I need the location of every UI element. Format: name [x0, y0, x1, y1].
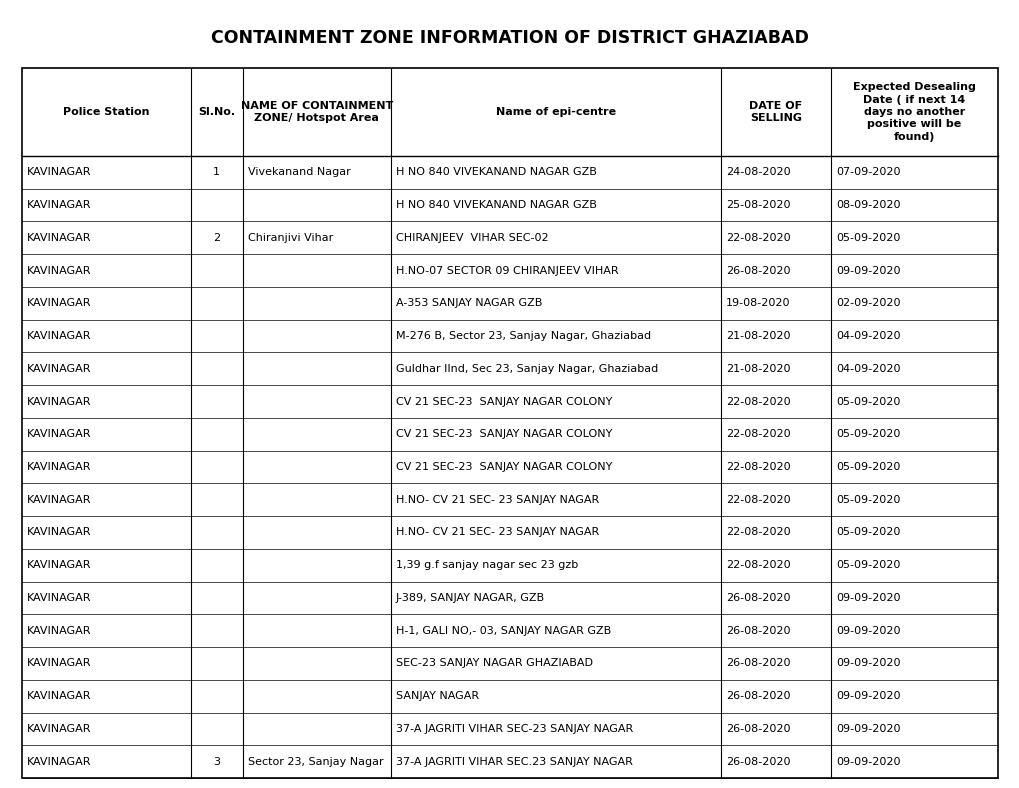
Text: H.NO-07 SECTOR 09 CHIRANJEEV VIHAR: H.NO-07 SECTOR 09 CHIRANJEEV VIHAR: [395, 266, 618, 276]
Text: 05-09-2020: 05-09-2020: [836, 495, 900, 505]
Text: KAVINAGAR: KAVINAGAR: [26, 593, 92, 603]
Text: 37-A JAGRITI VIHAR SEC.23 SANJAY NAGAR: 37-A JAGRITI VIHAR SEC.23 SANJAY NAGAR: [395, 756, 632, 767]
Text: KAVINAGAR: KAVINAGAR: [26, 331, 92, 341]
Text: KAVINAGAR: KAVINAGAR: [26, 626, 92, 636]
Text: 02-09-2020: 02-09-2020: [836, 299, 900, 308]
Text: Chiranjivi Vihar: Chiranjivi Vihar: [248, 232, 332, 243]
Text: 09-09-2020: 09-09-2020: [836, 626, 900, 636]
Text: 09-09-2020: 09-09-2020: [836, 659, 900, 668]
Text: Name of epi-centre: Name of epi-centre: [495, 107, 615, 117]
Text: 1: 1: [213, 167, 220, 177]
Text: NAME OF CONTAINMENT
ZONE/ Hotspot Area: NAME OF CONTAINMENT ZONE/ Hotspot Area: [240, 101, 392, 123]
Text: 05-09-2020: 05-09-2020: [836, 560, 900, 571]
Text: 05-09-2020: 05-09-2020: [836, 232, 900, 243]
Text: 07-09-2020: 07-09-2020: [836, 167, 900, 177]
Text: 26-08-2020: 26-08-2020: [726, 756, 790, 767]
Text: KAVINAGAR: KAVINAGAR: [26, 756, 92, 767]
Text: CV 21 SEC-23  SANJAY NAGAR COLONY: CV 21 SEC-23 SANJAY NAGAR COLONY: [395, 429, 611, 439]
Text: Guldhar IInd, Sec 23, Sanjay Nagar, Ghaziabad: Guldhar IInd, Sec 23, Sanjay Nagar, Ghaz…: [395, 364, 657, 374]
Text: Police Station: Police Station: [63, 107, 150, 117]
Text: 22-08-2020: 22-08-2020: [726, 429, 790, 439]
Text: CV 21 SEC-23  SANJAY NAGAR COLONY: CV 21 SEC-23 SANJAY NAGAR COLONY: [395, 462, 611, 472]
Text: 05-09-2020: 05-09-2020: [836, 396, 900, 407]
Text: 26-08-2020: 26-08-2020: [726, 626, 790, 636]
Text: KAVINAGAR: KAVINAGAR: [26, 560, 92, 571]
Text: KAVINAGAR: KAVINAGAR: [26, 299, 92, 308]
Text: H.NO- CV 21 SEC- 23 SANJAY NAGAR: H.NO- CV 21 SEC- 23 SANJAY NAGAR: [395, 527, 598, 537]
Text: KAVINAGAR: KAVINAGAR: [26, 724, 92, 734]
Text: H NO 840 VIVEKANAND NAGAR GZB: H NO 840 VIVEKANAND NAGAR GZB: [395, 167, 596, 177]
Text: Vivekanand Nagar: Vivekanand Nagar: [248, 167, 350, 177]
Text: CHIRANJEEV  VIHAR SEC-02: CHIRANJEEV VIHAR SEC-02: [395, 232, 548, 243]
Text: H-1, GALI NO,- 03, SANJAY NAGAR GZB: H-1, GALI NO,- 03, SANJAY NAGAR GZB: [395, 626, 610, 636]
Text: 19-08-2020: 19-08-2020: [726, 299, 790, 308]
Text: 21-08-2020: 21-08-2020: [726, 364, 790, 374]
Text: Sl.No.: Sl.No.: [198, 107, 235, 117]
Text: 05-09-2020: 05-09-2020: [836, 462, 900, 472]
Text: 1,39 g.f sanjay nagar sec 23 gzb: 1,39 g.f sanjay nagar sec 23 gzb: [395, 560, 578, 571]
Text: 21-08-2020: 21-08-2020: [726, 331, 790, 341]
Text: 26-08-2020: 26-08-2020: [726, 266, 790, 276]
Text: 25-08-2020: 25-08-2020: [726, 200, 790, 210]
Text: KAVINAGAR: KAVINAGAR: [26, 364, 92, 374]
Text: KAVINAGAR: KAVINAGAR: [26, 396, 92, 407]
Text: 22-08-2020: 22-08-2020: [726, 462, 790, 472]
Text: 24-08-2020: 24-08-2020: [726, 167, 790, 177]
Text: 05-09-2020: 05-09-2020: [836, 429, 900, 439]
Text: J-389, SANJAY NAGAR, GZB: J-389, SANJAY NAGAR, GZB: [395, 593, 544, 603]
Text: 09-09-2020: 09-09-2020: [836, 756, 900, 767]
Text: 22-08-2020: 22-08-2020: [726, 527, 790, 537]
Text: DATE OF
SELLING: DATE OF SELLING: [749, 101, 802, 123]
Text: KAVINAGAR: KAVINAGAR: [26, 462, 92, 472]
Text: H.NO- CV 21 SEC- 23 SANJAY NAGAR: H.NO- CV 21 SEC- 23 SANJAY NAGAR: [395, 495, 598, 505]
Text: 26-08-2020: 26-08-2020: [726, 659, 790, 668]
Text: 22-08-2020: 22-08-2020: [726, 560, 790, 571]
Text: 26-08-2020: 26-08-2020: [726, 691, 790, 701]
Text: KAVINAGAR: KAVINAGAR: [26, 691, 92, 701]
Text: 09-09-2020: 09-09-2020: [836, 691, 900, 701]
Text: H NO 840 VIVEKANAND NAGAR GZB: H NO 840 VIVEKANAND NAGAR GZB: [395, 200, 596, 210]
Text: 08-09-2020: 08-09-2020: [836, 200, 900, 210]
Text: 04-09-2020: 04-09-2020: [836, 331, 900, 341]
Text: KAVINAGAR: KAVINAGAR: [26, 266, 92, 276]
Text: KAVINAGAR: KAVINAGAR: [26, 527, 92, 537]
Text: 22-08-2020: 22-08-2020: [726, 396, 790, 407]
Text: KAVINAGAR: KAVINAGAR: [26, 659, 92, 668]
Text: 3: 3: [213, 756, 220, 767]
Text: 26-08-2020: 26-08-2020: [726, 724, 790, 734]
Text: 26-08-2020: 26-08-2020: [726, 593, 790, 603]
Text: 04-09-2020: 04-09-2020: [836, 364, 900, 374]
Text: SANJAY NAGAR: SANJAY NAGAR: [395, 691, 479, 701]
Text: 09-09-2020: 09-09-2020: [836, 593, 900, 603]
Text: KAVINAGAR: KAVINAGAR: [26, 232, 92, 243]
Text: KAVINAGAR: KAVINAGAR: [26, 429, 92, 439]
Text: 22-08-2020: 22-08-2020: [726, 495, 790, 505]
Text: KAVINAGAR: KAVINAGAR: [26, 495, 92, 505]
Text: KAVINAGAR: KAVINAGAR: [26, 200, 92, 210]
Text: 09-09-2020: 09-09-2020: [836, 724, 900, 734]
Text: 05-09-2020: 05-09-2020: [836, 527, 900, 537]
Text: CV 21 SEC-23  SANJAY NAGAR COLONY: CV 21 SEC-23 SANJAY NAGAR COLONY: [395, 396, 611, 407]
Text: M-276 B, Sector 23, Sanjay Nagar, Ghaziabad: M-276 B, Sector 23, Sanjay Nagar, Ghazia…: [395, 331, 650, 341]
Text: CONTAINMENT ZONE INFORMATION OF DISTRICT GHAZIABAD: CONTAINMENT ZONE INFORMATION OF DISTRICT…: [211, 29, 808, 47]
Text: Sector 23, Sanjay Nagar: Sector 23, Sanjay Nagar: [248, 756, 383, 767]
Text: 22-08-2020: 22-08-2020: [726, 232, 790, 243]
Text: 09-09-2020: 09-09-2020: [836, 266, 900, 276]
Text: KAVINAGAR: KAVINAGAR: [26, 167, 92, 177]
Text: A-353 SANJAY NAGAR GZB: A-353 SANJAY NAGAR GZB: [395, 299, 542, 308]
Text: 2: 2: [213, 232, 220, 243]
Text: SEC-23 SANJAY NAGAR GHAZIABAD: SEC-23 SANJAY NAGAR GHAZIABAD: [395, 659, 592, 668]
Text: Expected Desealing
Date ( if next 14
days no another
positive will be
found): Expected Desealing Date ( if next 14 day…: [852, 82, 975, 142]
Text: 37-A JAGRITI VIHAR SEC-23 SANJAY NAGAR: 37-A JAGRITI VIHAR SEC-23 SANJAY NAGAR: [395, 724, 633, 734]
